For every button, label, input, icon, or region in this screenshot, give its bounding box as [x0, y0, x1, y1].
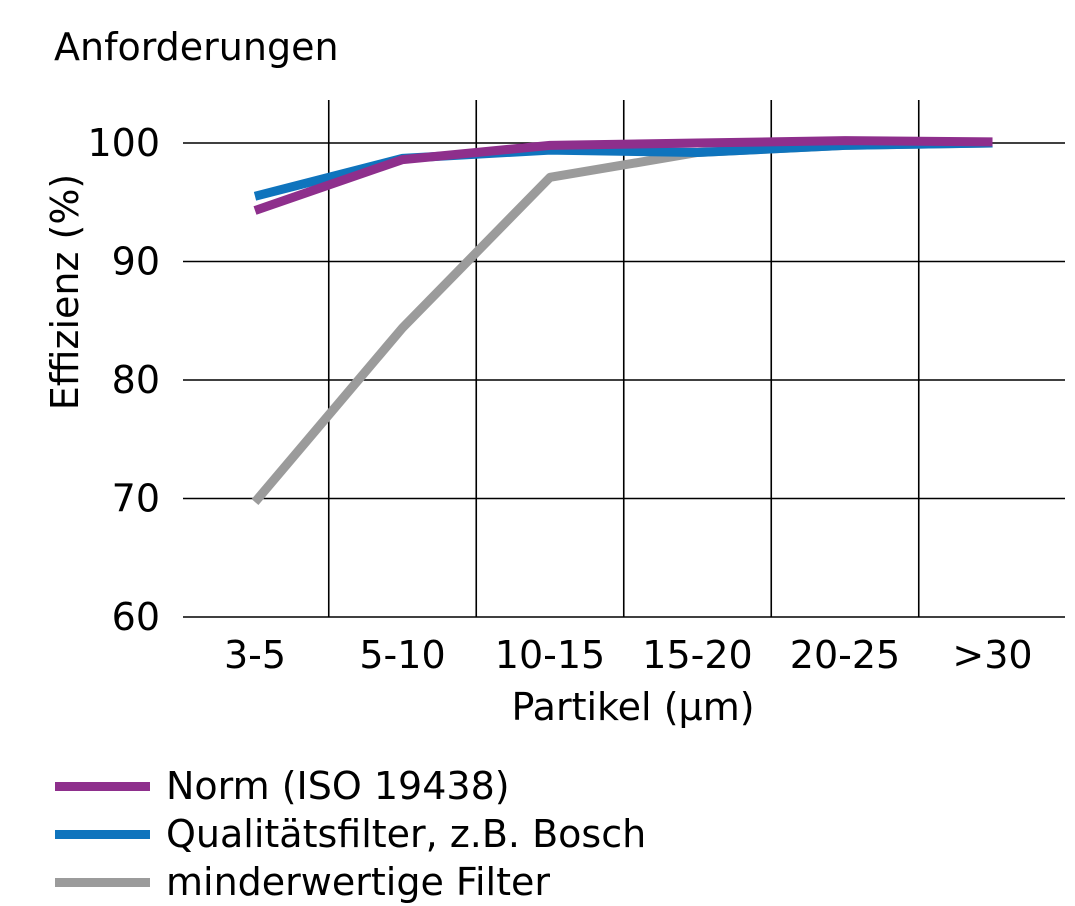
series-line-norm [253, 136, 993, 215]
legend-item-inferior: minderwertige Filter [55, 858, 646, 906]
legend-item-norm: Norm (ISO 19438) [55, 762, 646, 810]
y-tick-label: 100 [87, 121, 160, 165]
series-lines [251, 136, 993, 505]
x-axis-label: Partikel (µm) [511, 685, 754, 729]
x-tick-label: 3-5 [224, 633, 286, 677]
y-tick-label: 90 [112, 240, 160, 284]
x-tick-label: 15-20 [642, 633, 752, 677]
legend-swatch-quality [55, 829, 150, 839]
legend-label-norm: Norm (ISO 19438) [166, 764, 510, 808]
legend-swatch-inferior [55, 877, 150, 887]
legend: Norm (ISO 19438) Qualitätsfilter, z.B. B… [55, 762, 646, 906]
y-tick-labels: 60 70 80 90 100 [87, 121, 160, 639]
chart-title: Anforderungen [54, 25, 339, 69]
legend-label-inferior: minderwertige Filter [166, 860, 551, 904]
x-tick-label: >30 [952, 633, 1032, 677]
y-axis-label: Effizienz (%) [43, 174, 87, 411]
x-tick-label: 20-25 [790, 633, 900, 677]
y-tick-label: 80 [112, 358, 160, 402]
legend-item-quality: Qualitätsfilter, z.B. Bosch [55, 810, 646, 858]
y-tick-label: 70 [112, 477, 160, 521]
x-tick-label: 10-15 [495, 633, 605, 677]
x-tick-label: 5-10 [359, 633, 445, 677]
legend-label-quality: Qualitätsfilter, z.B. Bosch [166, 812, 647, 856]
x-tick-labels: 3-5 5-10 10-15 15-20 20-25 >30 [224, 633, 1033, 677]
line-chart: Anforderungen 60 70 80 90 100 3-5 5-10 10-15 15… [43, 25, 1065, 729]
y-tick-label: 60 [112, 595, 160, 639]
legend-swatch-norm [55, 781, 150, 791]
